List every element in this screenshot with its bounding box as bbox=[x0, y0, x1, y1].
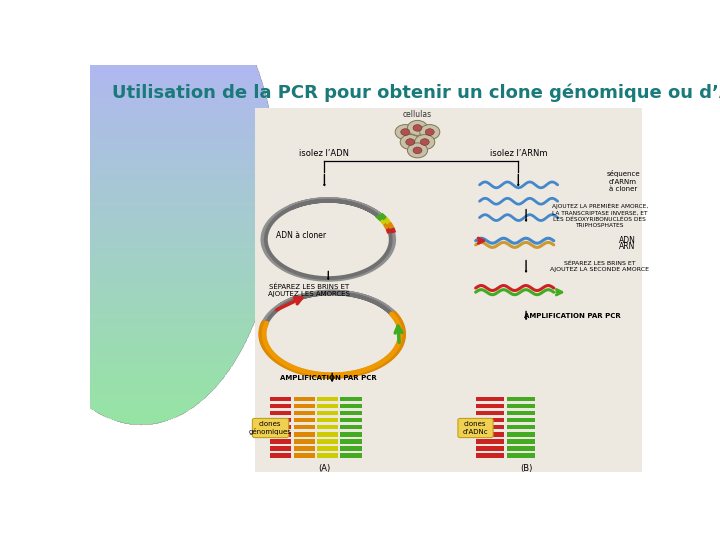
Circle shape bbox=[401, 129, 410, 136]
Text: Utilisation de la PCR pour obtenir un clone génomique ou d’ADNc: Utilisation de la PCR pour obtenir un cl… bbox=[112, 84, 720, 102]
Bar bbox=[294, 446, 315, 451]
Bar bbox=[270, 396, 292, 401]
Bar bbox=[341, 446, 361, 451]
Bar bbox=[341, 453, 361, 458]
Bar bbox=[507, 453, 535, 458]
Text: isolez l’ARNm: isolez l’ARNm bbox=[490, 149, 547, 158]
Bar bbox=[341, 404, 361, 408]
Bar bbox=[476, 446, 503, 451]
Text: SÉPAREZ LES BRINS ET
AJOUTEZ LES AMORCES: SÉPAREZ LES BRINS ET AJOUTEZ LES AMORCES bbox=[268, 284, 350, 298]
Bar bbox=[270, 425, 292, 429]
Bar bbox=[507, 418, 535, 422]
Text: AMPLIFICATION PAR PCR: AMPLIFICATION PAR PCR bbox=[524, 313, 621, 319]
Bar bbox=[317, 396, 338, 401]
Bar bbox=[507, 425, 535, 429]
Bar bbox=[294, 396, 315, 401]
Bar bbox=[294, 404, 315, 408]
Bar bbox=[270, 404, 292, 408]
Bar bbox=[270, 453, 292, 458]
Bar bbox=[341, 439, 361, 443]
Bar bbox=[270, 432, 292, 436]
Bar bbox=[317, 446, 338, 451]
Text: isolez l’ADN: isolez l’ADN bbox=[300, 149, 349, 158]
Text: ADN: ADN bbox=[619, 236, 636, 245]
Text: AJOUTEZ LA PREMIÈRE AMORCE,
LA TRANSCRIPTASE INVERSE, ET
LES DÉSOXYRIBONUCLÉOS D: AJOUTEZ LA PREMIÈRE AMORCE, LA TRANSCRIP… bbox=[552, 204, 648, 228]
Bar bbox=[317, 439, 338, 443]
Bar bbox=[294, 411, 315, 415]
Bar bbox=[476, 418, 503, 422]
Circle shape bbox=[420, 125, 440, 139]
Text: clones
génomiques: clones génomiques bbox=[249, 421, 292, 435]
Bar bbox=[294, 432, 315, 436]
Bar bbox=[507, 432, 535, 436]
Circle shape bbox=[395, 125, 415, 139]
Bar bbox=[341, 396, 361, 401]
Bar bbox=[270, 439, 292, 443]
Bar bbox=[317, 425, 338, 429]
Bar bbox=[270, 411, 292, 415]
Circle shape bbox=[408, 120, 428, 136]
Bar bbox=[507, 439, 535, 443]
Text: (A): (A) bbox=[318, 464, 330, 473]
Circle shape bbox=[408, 143, 428, 158]
Bar bbox=[270, 418, 292, 422]
Bar bbox=[294, 439, 315, 443]
Bar bbox=[476, 432, 503, 436]
Bar bbox=[476, 425, 503, 429]
Bar bbox=[341, 425, 361, 429]
Circle shape bbox=[400, 134, 420, 150]
Text: cellulas: cellulas bbox=[403, 110, 432, 119]
Text: (B): (B) bbox=[520, 464, 532, 473]
FancyBboxPatch shape bbox=[253, 418, 289, 437]
Bar bbox=[476, 453, 503, 458]
Circle shape bbox=[413, 125, 422, 131]
Bar bbox=[270, 446, 292, 451]
Bar bbox=[317, 404, 338, 408]
Circle shape bbox=[413, 147, 422, 154]
Bar bbox=[317, 411, 338, 415]
Bar bbox=[476, 404, 503, 408]
Bar bbox=[294, 425, 315, 429]
Circle shape bbox=[426, 129, 434, 136]
Text: ADN à cloner: ADN à cloner bbox=[276, 231, 326, 240]
Bar bbox=[476, 411, 503, 415]
Bar bbox=[476, 396, 503, 401]
Bar bbox=[294, 418, 315, 422]
Bar bbox=[255, 109, 642, 472]
Bar bbox=[317, 432, 338, 436]
Bar bbox=[476, 439, 503, 443]
Text: AMPLIFICATION PAR PCR: AMPLIFICATION PAR PCR bbox=[280, 375, 377, 381]
FancyBboxPatch shape bbox=[458, 418, 493, 437]
Bar bbox=[507, 411, 535, 415]
Bar bbox=[507, 446, 535, 451]
Bar bbox=[507, 404, 535, 408]
Circle shape bbox=[406, 139, 415, 145]
Bar bbox=[317, 453, 338, 458]
Bar bbox=[341, 432, 361, 436]
Circle shape bbox=[415, 134, 435, 150]
Text: ARN: ARN bbox=[619, 242, 636, 251]
Text: séquence
d’ARNm
à cloner: séquence d’ARNm à cloner bbox=[606, 170, 640, 192]
Circle shape bbox=[420, 139, 429, 145]
Bar bbox=[507, 396, 535, 401]
Bar bbox=[294, 453, 315, 458]
Text: SÉPAREZ LES BRINS ET
AJOUTEZ LA SECONDE AMORCE: SÉPAREZ LES BRINS ET AJOUTEZ LA SECONDE … bbox=[550, 261, 649, 272]
Text: clones
d’ADNc: clones d’ADNc bbox=[462, 421, 488, 435]
Bar bbox=[341, 418, 361, 422]
Bar bbox=[341, 411, 361, 415]
Bar bbox=[317, 418, 338, 422]
